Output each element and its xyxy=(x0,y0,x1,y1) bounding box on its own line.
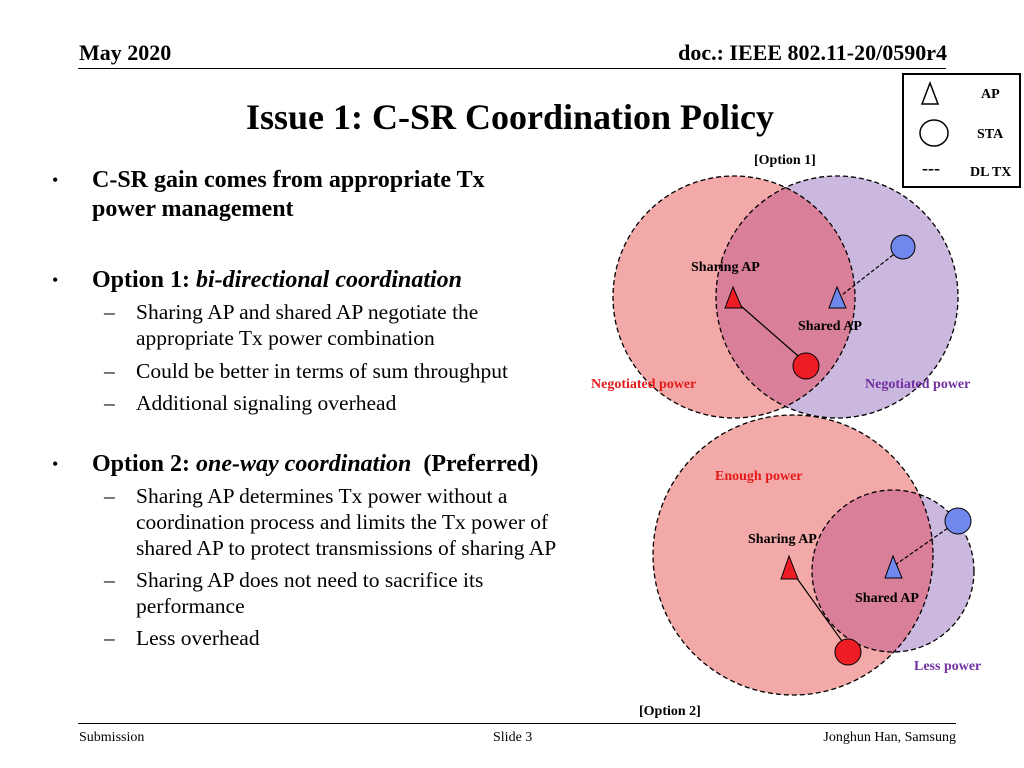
shared-ap-icon xyxy=(828,285,847,309)
sharing-ap-coverage-border xyxy=(652,414,934,696)
negotiated-power-label: Negotiated power xyxy=(865,377,970,392)
option-2-diagram: Enough power Sharing AP Shared AP Less p… xyxy=(639,414,981,719)
dl-tx-link xyxy=(733,299,806,363)
shared-ap-label: Shared AP xyxy=(798,319,862,334)
dashed-line-icon: --- xyxy=(922,158,940,178)
sharing-ap-coverage-border xyxy=(612,175,856,419)
option-1-caption: [Option 1] xyxy=(754,153,816,168)
sta-icon xyxy=(792,352,820,380)
sub-item: – Sharing AP and shared AP negotiate the … xyxy=(104,300,479,350)
content-column: • C-SR gain comes from appropriate Tx po… xyxy=(52,166,612,651)
footer-divider xyxy=(78,723,956,724)
shared-ap-label: Shared AP xyxy=(855,591,919,606)
bullet-option-1: • Option 1: bi-directional coordination xyxy=(52,267,463,293)
enough-power-label: Enough power xyxy=(715,469,803,484)
bullet-dot: • xyxy=(52,170,59,190)
sub-item: – Less overhead xyxy=(104,626,260,650)
dl-tx-link xyxy=(790,569,848,649)
sharing-ap-icon xyxy=(724,285,743,309)
legend-sta-label: STA xyxy=(977,127,1004,142)
footer-author: Jonghun Han, Samsung xyxy=(823,730,956,745)
sub-item: – Could be better in terms of sum through… xyxy=(104,359,509,383)
sta-icon xyxy=(944,507,972,535)
option-1-diagram: [Option 1] Sharing AP Shared AP Negotiat… xyxy=(591,153,970,419)
sharing-ap-label: Sharing AP xyxy=(748,532,817,547)
legend-dltx-label: DL TX xyxy=(970,165,1012,180)
sharing-ap-label: Sharing AP xyxy=(691,260,760,275)
legend-icons xyxy=(919,80,949,147)
triangle-outline-icon xyxy=(920,80,940,105)
shared-ap-coverage-border xyxy=(811,489,975,653)
dl-tx-link xyxy=(894,520,959,566)
sharing-ap-icon xyxy=(780,554,799,580)
bullet-dot: • xyxy=(52,270,59,290)
less-power-label: Less power xyxy=(914,659,981,674)
circle-outline-icon xyxy=(919,119,949,147)
shared-ap-coverage-border xyxy=(715,175,959,419)
shared-ap-icon xyxy=(884,554,903,579)
sub-item: – Sharing AP determines Tx power without … xyxy=(104,484,557,560)
slide-title: Issue 1: C-SR Coordination Policy xyxy=(245,97,775,137)
negotiated-power-label: Negotiated power xyxy=(591,377,696,392)
sta-icon xyxy=(890,234,916,260)
bullet-c-sr-gain: • C-SR gain comes from appropriate Tx po… xyxy=(52,167,485,222)
footer-submission: Submission xyxy=(79,730,145,745)
bullet-dot: • xyxy=(52,454,59,474)
footer-slide-number: Slide 3 xyxy=(493,730,533,745)
header-date: May 2020 xyxy=(79,40,172,65)
dl-tx-link xyxy=(837,247,903,299)
bullet-option-2: • Option 2: one-way coordination (Prefer… xyxy=(52,451,539,477)
legend-ap-label: AP xyxy=(981,87,1000,102)
sta-icon xyxy=(834,638,862,666)
header-doc-id: doc.: IEEE 802.11-20/0590r4 xyxy=(678,40,947,65)
legend-box: AP STA --- DL TX xyxy=(902,73,1021,188)
option-2-caption: [Option 2] xyxy=(639,704,701,719)
sub-item: – Sharing AP does not need to sacrifice i… xyxy=(104,568,484,618)
sub-item: – Additional signaling overhead xyxy=(104,391,397,415)
header-divider xyxy=(78,68,946,69)
